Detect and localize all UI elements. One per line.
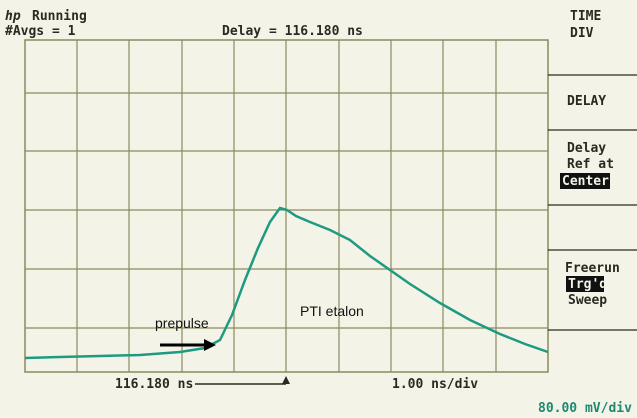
softkey-label: Trg'd [568, 277, 607, 292]
hp-logo: hp [5, 9, 21, 24]
highlight [566, 276, 604, 292]
waveform-trace [24, 206, 549, 360]
softkey-dividers [548, 74, 637, 331]
graticule [24, 39, 549, 373]
delay-marker-label: 116.180 ns [115, 377, 193, 392]
delay-readout: Delay = 116.180 ns [222, 24, 363, 39]
timebase: 1.00 ns/div [392, 377, 478, 392]
annotation: PTI etalon [300, 303, 364, 319]
softkey-label: TIME [570, 9, 601, 24]
softkey-label: Center [562, 174, 609, 189]
softkey-label: Delay [567, 141, 606, 156]
averages: #Avgs = 1 [5, 24, 76, 39]
softkey-label: DELAY [567, 94, 606, 109]
delay-marker-arrow [282, 376, 290, 384]
annotation: prepulse [155, 315, 209, 331]
softkey-label: Freerun [565, 261, 620, 276]
vertical-scale: 80.00 mV/div [538, 401, 632, 416]
status: Running [32, 9, 87, 24]
highlight [560, 173, 610, 189]
softkey-label: Ref at [567, 157, 614, 172]
softkey-label: DIV [570, 26, 594, 41]
softkey-label: Sweep [568, 293, 607, 308]
prepulse-arrowhead [204, 339, 216, 351]
